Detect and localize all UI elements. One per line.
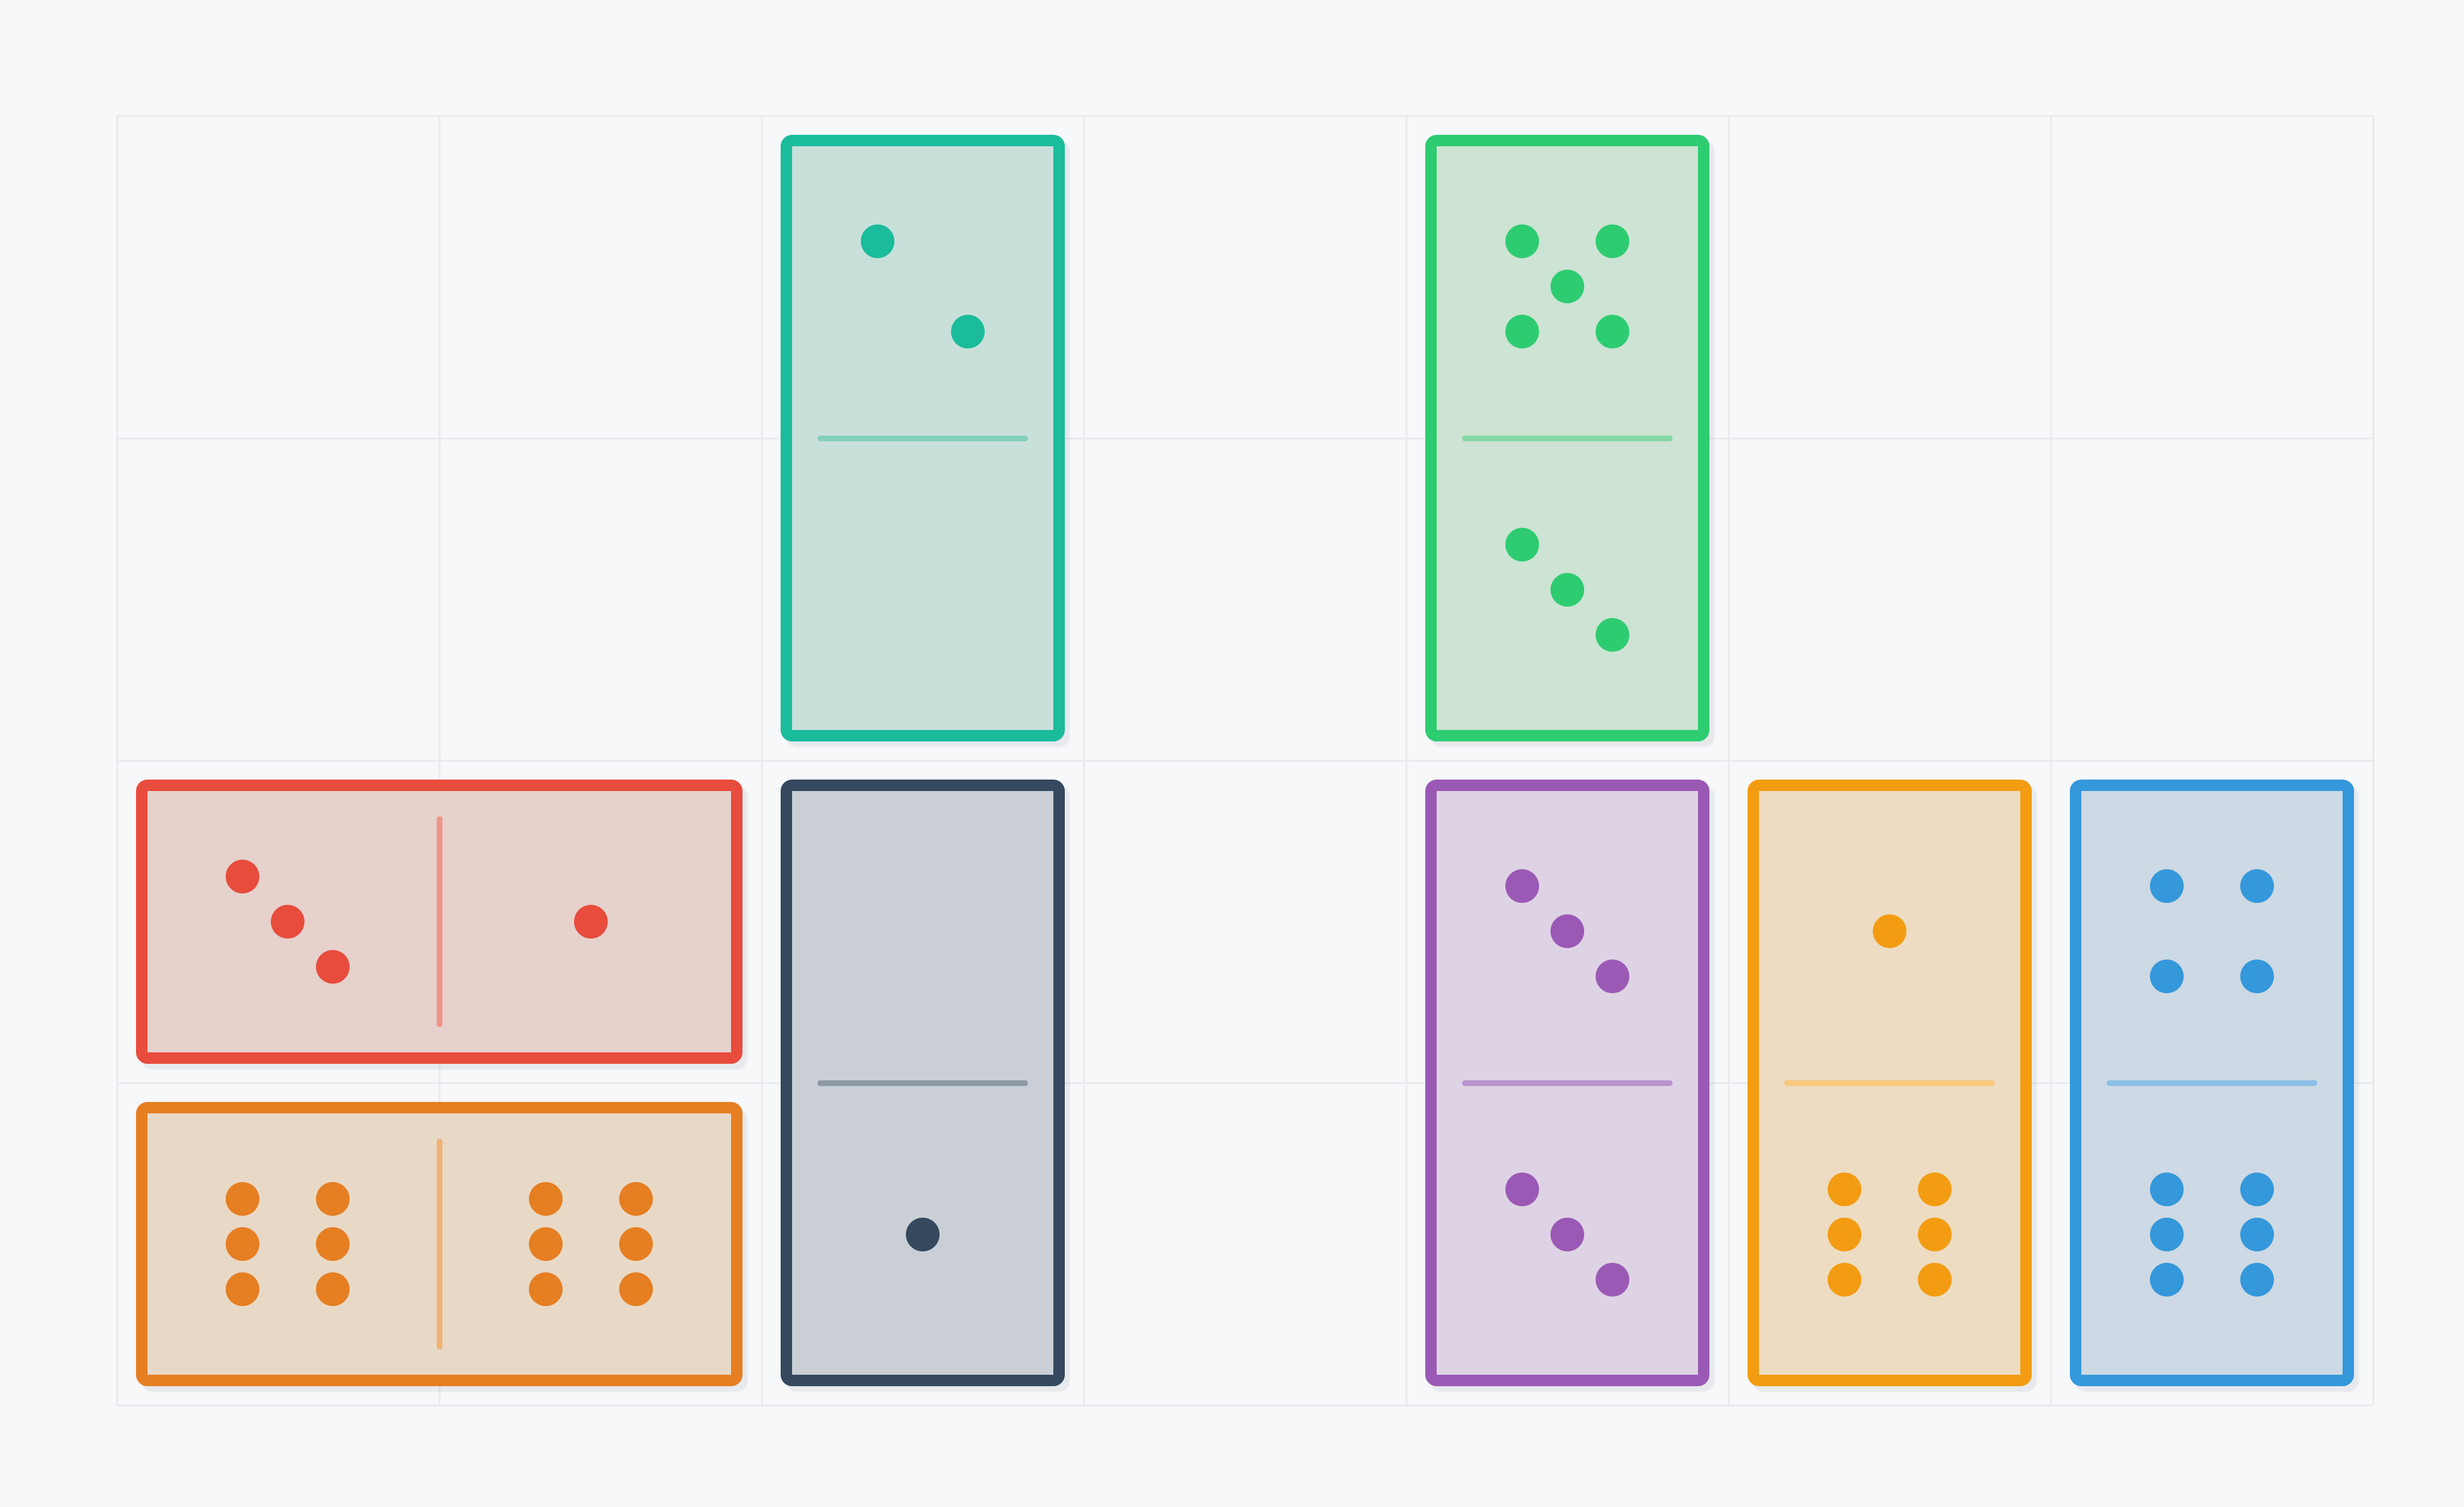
pip [529, 1182, 563, 1216]
pip [951, 315, 985, 348]
pip [1596, 224, 1629, 258]
pip [1828, 1173, 1861, 1206]
pip [2150, 1263, 2184, 1297]
pip [1550, 914, 1584, 948]
pip [226, 1182, 259, 1216]
pip [1918, 1263, 1952, 1297]
pip [316, 1227, 350, 1261]
pip [529, 1272, 563, 1306]
pip [2150, 869, 2184, 903]
pip [1505, 869, 1539, 903]
domino-divider [818, 1080, 1028, 1086]
domino-blue-4-6[interactable] [2070, 780, 2354, 1386]
pip [226, 860, 259, 893]
pip [1828, 1263, 1861, 1297]
gridline-horizontal [117, 114, 2373, 117]
pip [619, 1182, 653, 1216]
pip [316, 1272, 350, 1306]
domino-slate-0-1[interactable] [781, 780, 1065, 1386]
gridline-horizontal [117, 1082, 2373, 1084]
pip [1596, 1263, 1629, 1297]
pip [2240, 1218, 2274, 1251]
domino-divider [436, 1139, 442, 1349]
pip [1596, 960, 1629, 993]
pip [1873, 914, 1906, 948]
domino-orange-6-6[interactable] [136, 1102, 743, 1386]
pip [1505, 528, 1539, 561]
pip [619, 1272, 653, 1306]
pip [2240, 960, 2274, 993]
gridline-horizontal [117, 1404, 2373, 1407]
pip [1918, 1173, 1952, 1206]
pip [2240, 869, 2274, 903]
gridline-horizontal [117, 437, 2373, 439]
pip [2150, 1218, 2184, 1251]
domino-divider [2107, 1080, 2317, 1086]
pip [1505, 1173, 1539, 1206]
pip [1596, 618, 1629, 652]
domino-divider [1784, 1080, 1995, 1086]
pip [2240, 1173, 2274, 1206]
pip [1828, 1218, 1861, 1251]
domino-teal-2-0[interactable] [781, 135, 1065, 741]
pip [226, 1272, 259, 1306]
gridline-horizontal [117, 759, 2373, 762]
pip [316, 1182, 350, 1216]
pip [1550, 573, 1584, 607]
pip [1550, 1218, 1584, 1251]
pip [2150, 1173, 2184, 1206]
domino-divider [1462, 435, 1673, 441]
domino-red-3-1[interactable] [136, 780, 743, 1064]
pip [1550, 270, 1584, 303]
domino-amber-1-6[interactable] [1748, 780, 2032, 1386]
pip [1505, 224, 1539, 258]
pip [2150, 960, 2184, 993]
pip [226, 1227, 259, 1261]
domino-green-5-3[interactable] [1425, 135, 1709, 741]
pip [1918, 1218, 1952, 1251]
domino-divider [818, 435, 1028, 441]
pip [906, 1218, 940, 1251]
domino-divider [1462, 1080, 1673, 1086]
pip [1596, 315, 1629, 348]
pip [1505, 315, 1539, 348]
pip [574, 905, 608, 939]
pip [619, 1227, 653, 1261]
gridline-vertical [2372, 116, 2374, 1405]
pip [2240, 1263, 2274, 1297]
domino-divider [436, 816, 442, 1027]
pip [271, 905, 305, 939]
pip [529, 1227, 563, 1261]
pip [316, 950, 350, 984]
pip [861, 224, 894, 258]
domino-purple-3-3[interactable] [1425, 780, 1709, 1386]
